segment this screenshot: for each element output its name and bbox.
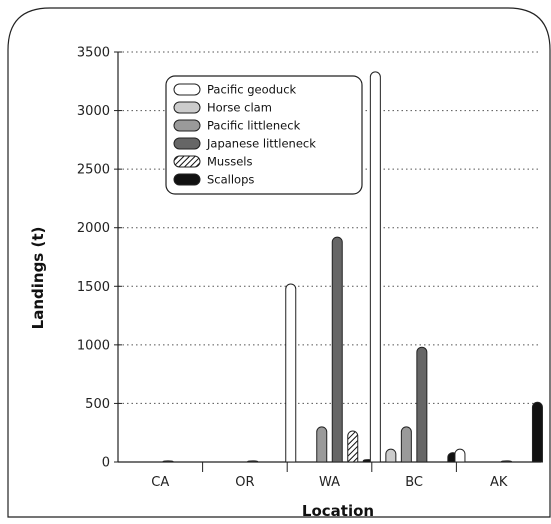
y-tick-label: 1000: [77, 338, 110, 353]
legend-swatch-horse-clam: [173, 101, 201, 114]
x-tick-label: OR: [235, 475, 254, 490]
bars: [162, 71, 543, 463]
y-axis-title: Landings (t): [29, 227, 47, 330]
legend-swatch-mussels: [173, 155, 201, 168]
y-tick-label: 1500: [77, 280, 110, 295]
legend-label: Scallops: [207, 173, 254, 187]
y-tick-label: 2000: [77, 221, 110, 236]
legend-label: Japanese littleneck: [206, 137, 316, 151]
x-tick-label: CA: [151, 475, 169, 490]
x-axis-title: Location: [302, 502, 374, 520]
bar-pacific-geoduck-ak: [454, 448, 466, 463]
bar-mussels-wa: [347, 430, 359, 463]
tick-labels: 0 500 1000 1500 2000 2500 3000 3500 CA OR WA BC AK: [77, 46, 508, 491]
bar-pacific-geoduck-bc: [369, 71, 381, 463]
bar-pacific-littleneck-wa: [316, 426, 328, 463]
legend-label: Pacific littleneck: [207, 119, 301, 133]
y-tick-label: 0: [102, 456, 110, 471]
bar-pacific-geoduck-wa: [285, 283, 297, 463]
legend-box: [165, 75, 363, 195]
y-tick-label: 500: [85, 397, 110, 412]
y-tick-label: 3000: [77, 104, 110, 119]
bar-japanese-littleneck-ca: [162, 460, 174, 463]
bar-japanese-littleneck-or: [247, 460, 259, 463]
bar-pacific-littleneck-bc: [400, 426, 412, 463]
axes: [114, 51, 541, 472]
y-tick-label: 2500: [77, 163, 110, 178]
bar-japanese-littleneck-bc: [416, 346, 428, 463]
legend-swatch-scallops: [173, 173, 201, 186]
bar-japanese-littleneck-ak: [500, 460, 512, 463]
legend-swatch-pacific-littleneck: [173, 119, 201, 132]
y-tick-label: 3500: [77, 46, 110, 61]
x-tick-label: WA: [319, 475, 340, 490]
legend-label: Pacific geoduck: [207, 83, 297, 97]
legend-label: Horse clam: [207, 101, 272, 115]
chart-frame: [7, 7, 551, 518]
x-tick-label: AK: [490, 475, 508, 490]
legend-swatch-japanese-littleneck: [173, 137, 201, 150]
x-tick-label: BC: [405, 475, 423, 490]
legend: Pacific geoduck Horse clam Pacific littlen…: [165, 75, 363, 195]
bar-japanese-littleneck-wa: [331, 236, 343, 463]
bar-horse-clam-bc: [385, 448, 397, 463]
bar-scallops-ak: [531, 401, 543, 463]
legend-label: Mussels: [207, 155, 252, 169]
legend-swatch-pacific-geoduck: [173, 83, 201, 96]
